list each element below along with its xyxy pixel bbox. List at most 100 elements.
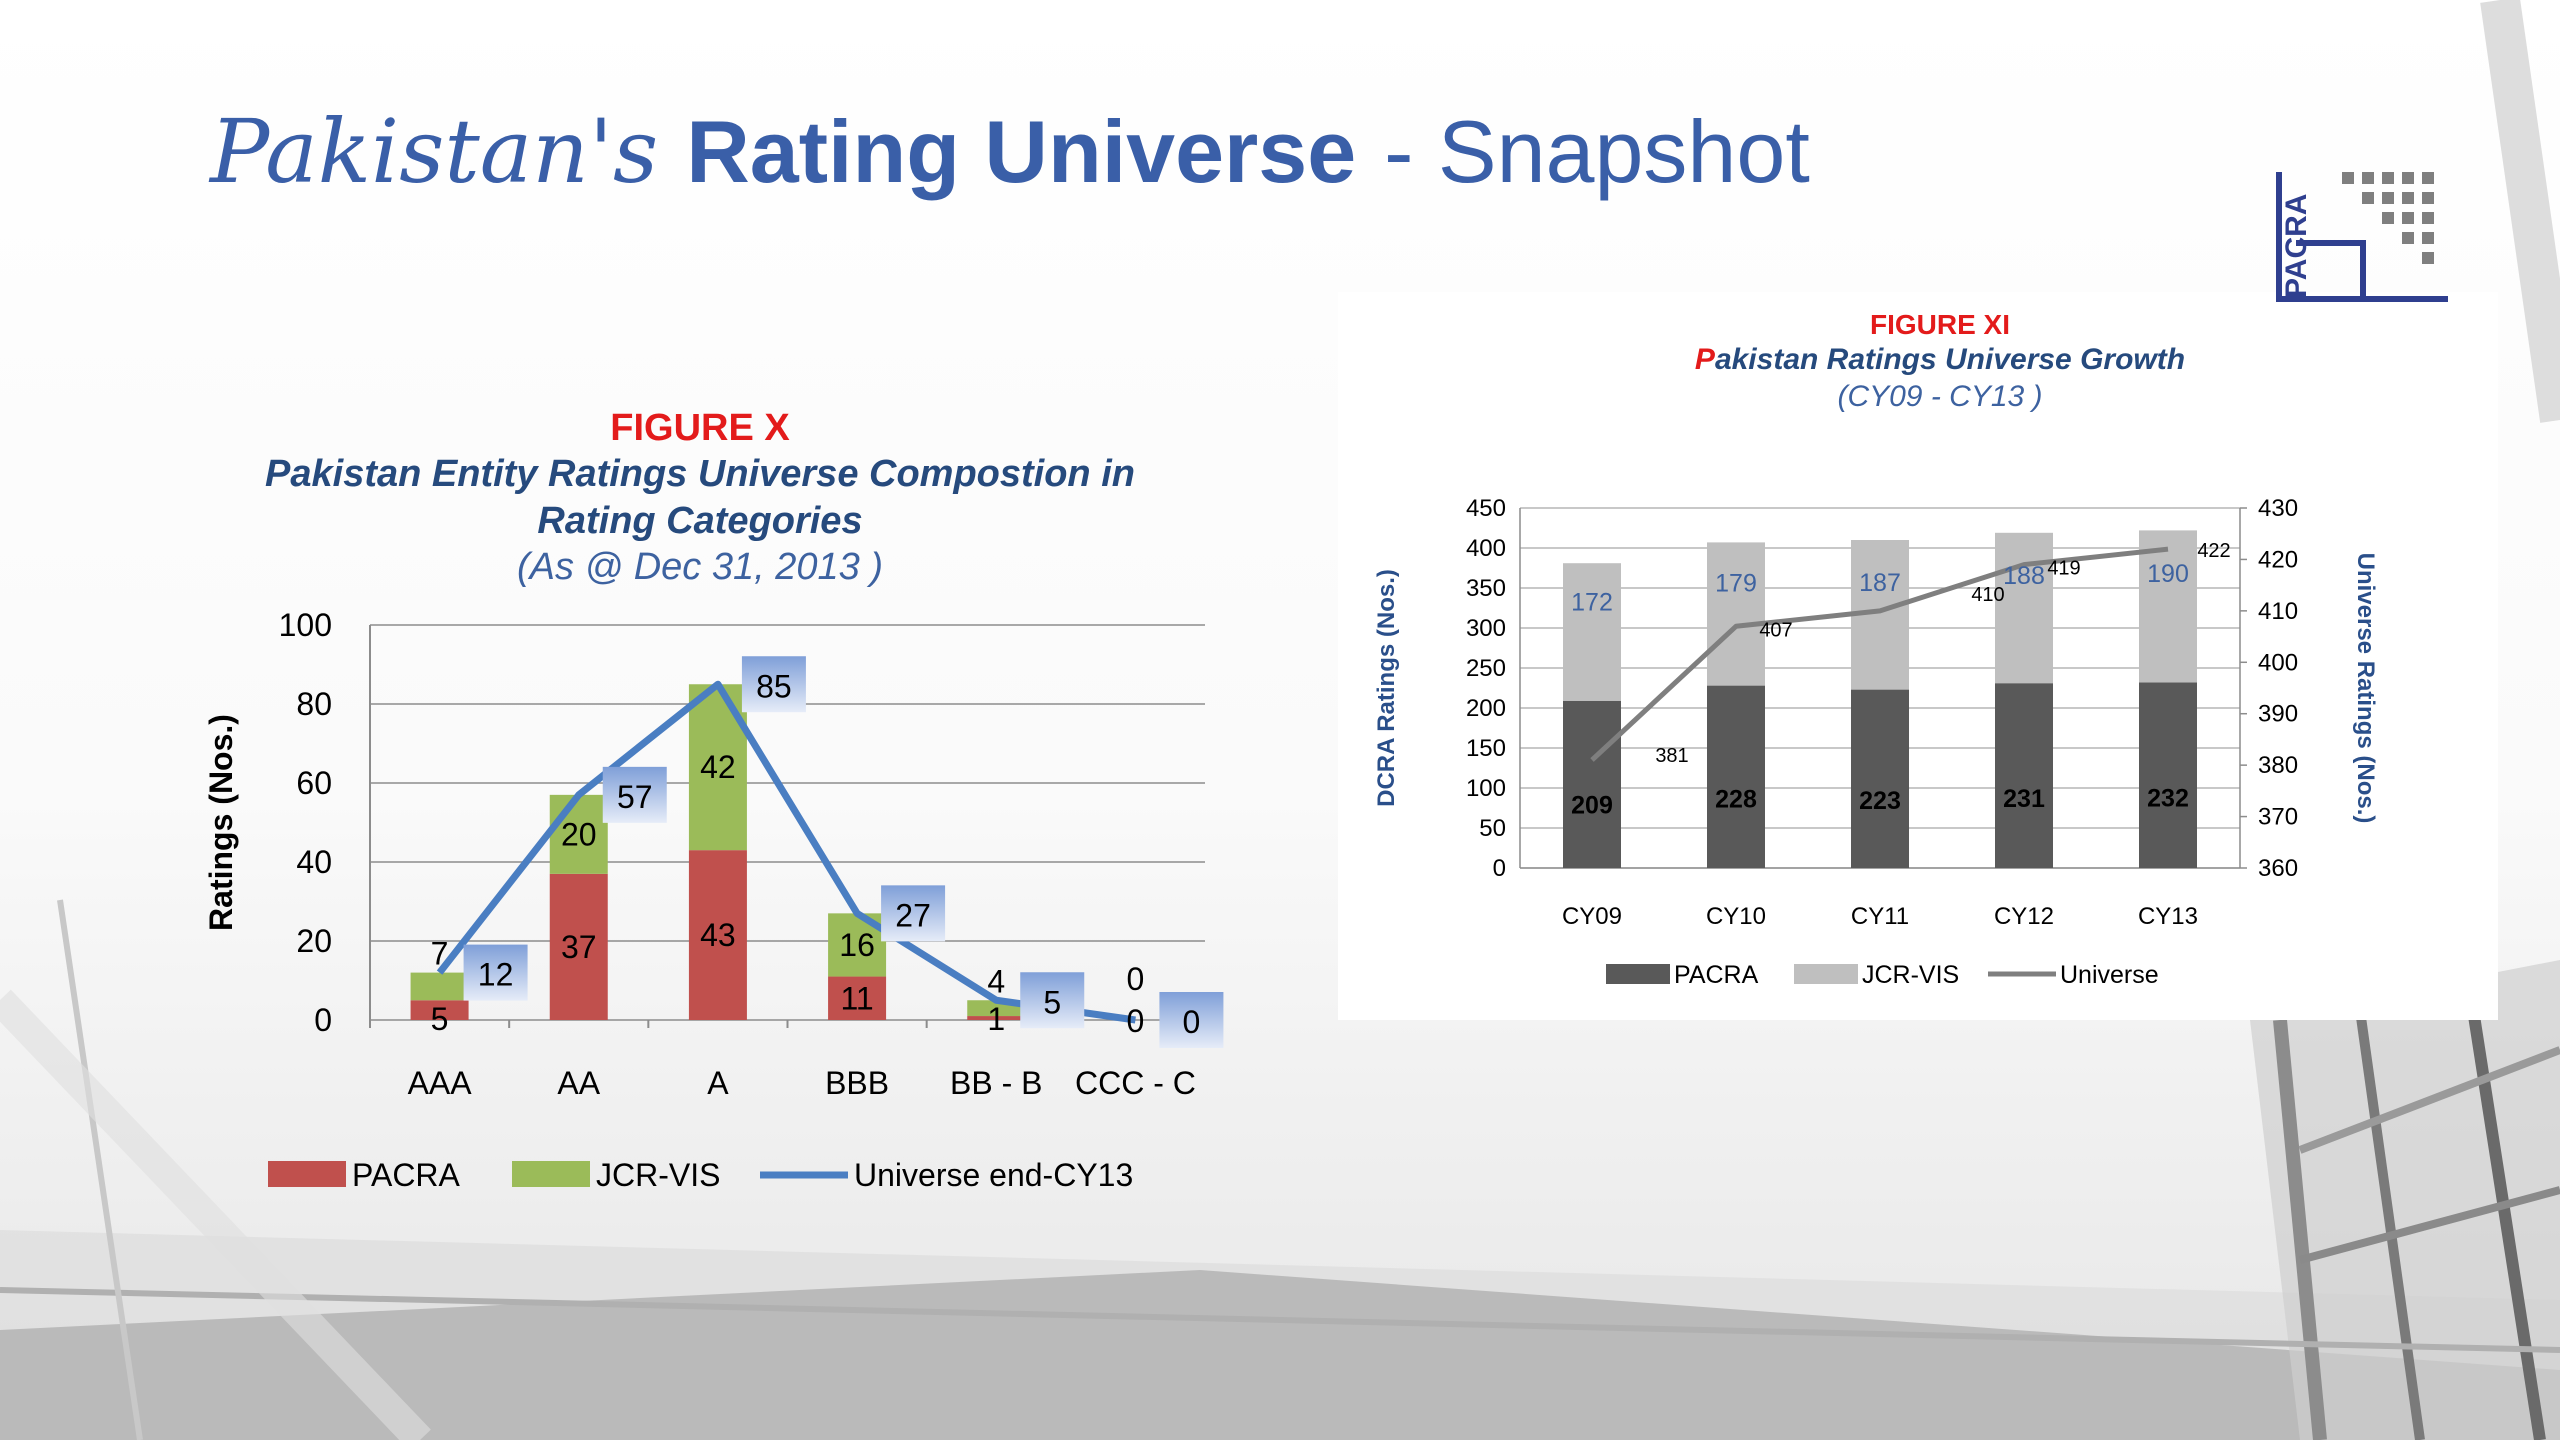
universe-label-box	[463, 944, 528, 1001]
figure-xi-panel	[1338, 292, 2498, 1020]
pacra-data-label: 228	[1715, 786, 1757, 814]
y2-tick-label: 370	[2258, 804, 2298, 831]
figure-x-subtitle: (As @ Dec 31, 2013 )	[517, 546, 883, 589]
x-tick-label: CY13	[2138, 903, 2198, 930]
x-tick-label: BBB	[825, 1065, 889, 1101]
universe-data-label: 419	[2047, 558, 2080, 580]
figure-x-heading: FIGURE X Pakistan Entity Ratings Univers…	[230, 405, 1170, 590]
jcr-vis-data-label: 179	[1715, 569, 1757, 597]
bar-pacra	[410, 1000, 469, 1020]
x-tick-label: AAA	[408, 1065, 473, 1101]
pacra-data-label: 43	[700, 917, 736, 953]
y-tick-label: 20	[296, 923, 332, 959]
pacra-data-label: 231	[2003, 785, 2045, 813]
pacra-data-label: 5	[431, 1001, 449, 1037]
legend-label-pacra: PACRA	[1674, 961, 1759, 989]
pacra-data-label: 232	[2147, 784, 2189, 812]
y2-tick-label: 390	[2258, 701, 2298, 728]
title-part-rating-universe: Rating Universe	[686, 102, 1357, 201]
figure-xi-subtitle: (CY09 - CY13 )	[1837, 379, 2043, 413]
bar-pacra	[688, 850, 747, 1020]
figure-xi-heading: FIGURE XI Pakistan Ratings Universe Grow…	[1520, 308, 2360, 415]
bar-jcr-vis	[549, 794, 608, 874]
y2-tick-label: 360	[2258, 855, 2298, 882]
y-tick-label: 400	[1466, 535, 1506, 562]
pacra-data-label: 223	[1859, 787, 1901, 815]
universe-label-box	[1020, 972, 1085, 1029]
bar-pacra	[1707, 685, 1765, 868]
universe-label-box	[1159, 992, 1224, 1048]
title-part-snapshot: - Snapshot	[1384, 102, 1810, 201]
bar-pacra	[549, 873, 608, 1020]
universe-data-label: 381	[1655, 745, 1688, 767]
figure-x-name-line1: Pakistan Entity Ratings Universe Compost…	[265, 453, 1135, 496]
y2-tick-label: 380	[2258, 752, 2298, 779]
figure-xi-chart: 0 50 100 150 200 250 300 350 400 450 360 370 380 390 4…	[1373, 495, 2379, 989]
y2-tick-label: 400	[2258, 649, 2298, 676]
bar-jcr-vis	[1995, 532, 2053, 684]
jcr-vis-data-label: 0	[1127, 961, 1145, 997]
jcr-vis-data-label: 4	[987, 963, 1005, 999]
universe-data-label: 0	[1183, 1004, 1201, 1040]
legend-swatch-jcr-vis	[512, 1161, 590, 1187]
pacra-data-label: 11	[840, 980, 873, 1016]
bar-pacra	[1563, 700, 1621, 868]
bar-pacra	[2139, 682, 2197, 868]
bar-pacra	[967, 1016, 1026, 1020]
y-tick-label: 200	[1466, 695, 1506, 722]
slide-title: Pakistan's Rating Universe - Snapshot	[210, 100, 1810, 203]
figure-xi-name: Pakistan Ratings Universe Growth	[1520, 342, 2360, 379]
y2-tick-label: 430	[2258, 495, 2298, 522]
bar-jcr-vis	[410, 972, 469, 1001]
figure-x-tag: FIGURE X	[610, 407, 790, 449]
y-tick-label: 300	[1466, 615, 1506, 642]
y-tick-label: 40	[296, 844, 332, 880]
figure-xi-name-first-letter: P	[1694, 343, 1715, 377]
y-axis-title: DCRA Ratings (Nos.)	[1373, 569, 1400, 807]
pacra-data-label: 1	[987, 1001, 1005, 1037]
figure-x-name-line2: Rating Categories	[537, 499, 863, 542]
x-tick-label: CY11	[1851, 903, 1909, 930]
pacra-data-label: 37	[561, 929, 597, 965]
legend-label-universe: Universe	[2060, 961, 2159, 989]
y-axis-title: Ratings (Nos.)	[203, 714, 239, 931]
legend-swatch-pacra	[1606, 964, 1670, 984]
bar-pacra	[828, 976, 887, 1020]
y-tick-label: 450	[1466, 495, 1506, 522]
jcr-vis-data-label: 190	[2147, 560, 2189, 588]
figure-xi-name-rest: akistan Ratings Universe Growth	[1714, 343, 2186, 377]
y-tick-label: 100	[279, 607, 332, 643]
universe-label-box	[881, 885, 946, 942]
y-tick-label: 100	[1466, 775, 1506, 802]
universe-data-label: 12	[478, 957, 514, 993]
bar-jcr-vis	[1707, 542, 1765, 686]
universe-data-label: 422	[2197, 540, 2230, 562]
x-tick-label: CCC - C	[1075, 1065, 1196, 1101]
pacra-data-label: 0	[1127, 1003, 1145, 1039]
y2-tick-label: 420	[2258, 546, 2298, 573]
line-universe	[436, 680, 1136, 1024]
legend-label-jcr-vis: JCR-VIS	[1862, 961, 1959, 989]
universe-label-box	[741, 656, 806, 713]
y-tick-label: 150	[1466, 735, 1506, 762]
universe-data-label: 57	[617, 779, 653, 815]
x-tick-label: A	[707, 1065, 729, 1101]
title-part-pakistan: Pakistan's	[210, 100, 659, 203]
y-tick-label: 350	[1466, 575, 1506, 602]
pacra-logo: PACRA	[2276, 172, 2448, 302]
x-tick-label: CY09	[1562, 903, 1622, 930]
jcr-vis-data-label: 16	[839, 927, 875, 963]
x-tick-label: CY12	[1994, 903, 2054, 930]
y2-axis-title: Universe Ratings (Nos.)	[2352, 553, 2379, 824]
line-universe	[1590, 546, 2169, 762]
bar-pacra	[1995, 683, 2053, 868]
figure-xi-tag: FIGURE XI	[1869, 309, 2010, 340]
legend-swatch-jcr-vis	[1794, 964, 1858, 984]
logo-text: PACRA	[2280, 194, 2313, 298]
y-tick-label: 60	[296, 765, 332, 801]
bar-jcr-vis	[1563, 563, 1621, 701]
bar-pacra	[1851, 689, 1909, 868]
x-tick-label: AA	[557, 1065, 600, 1101]
